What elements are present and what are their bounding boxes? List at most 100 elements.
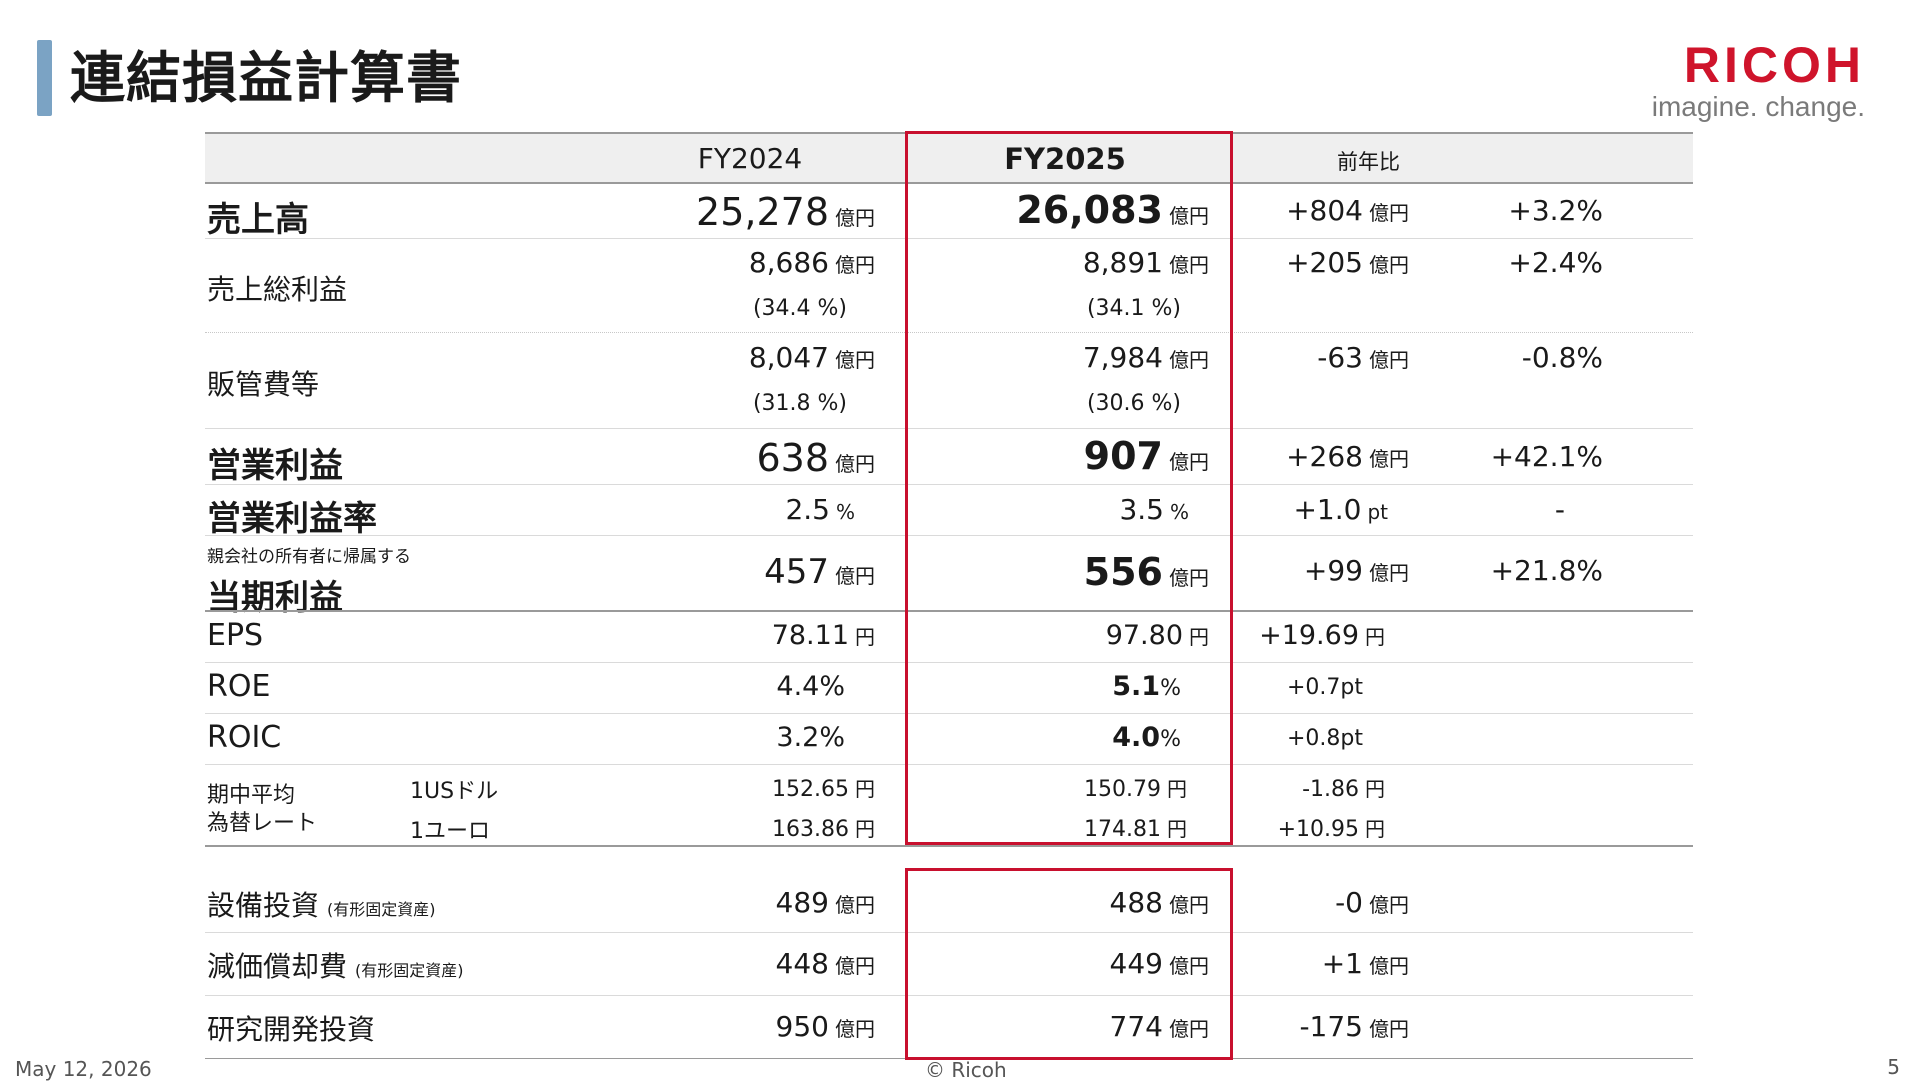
cell-value: 4.0% bbox=[1112, 722, 1181, 753]
row-label: 売上総利益 bbox=[207, 273, 348, 306]
income-statement-table: FY2024 FY2025 前年比 売上高 25,278 億円 26,083 億円 … bbox=[205, 0, 1693, 1080]
cell-value: +1 億円 bbox=[1321, 947, 1409, 980]
row-label: EPS bbox=[207, 618, 264, 653]
fx-eur-label: 1ユーロ bbox=[410, 819, 490, 844]
page-title: 連結損益計算書 bbox=[70, 46, 463, 110]
cell-value: 488 億円 bbox=[1109, 886, 1209, 919]
row-label: 営業利益率 bbox=[207, 499, 377, 539]
divider bbox=[205, 932, 1693, 933]
cell-pct: +2.4% bbox=[1508, 246, 1603, 279]
divider bbox=[205, 662, 1693, 663]
table-row: ROE 4.4% 5.1% +0.7pt bbox=[205, 663, 1693, 713]
cell-value: 152.65 円 bbox=[772, 777, 875, 802]
cell-value: 26,083 億円 bbox=[1016, 188, 1209, 232]
footer-date: May 12, 2026 bbox=[15, 1057, 152, 1081]
table-row: ROIC 3.2% 4.0% +0.8pt bbox=[205, 714, 1693, 764]
cell-value: 448 億円 bbox=[775, 947, 875, 980]
cell-value: +804 億円 bbox=[1286, 194, 1409, 227]
row-label: ROE bbox=[207, 669, 271, 704]
cell-value: +10.95 円 bbox=[1277, 817, 1385, 842]
cell-value: +19.69 円 bbox=[1259, 620, 1385, 651]
cell-ratio: (34.1 %) bbox=[1086, 296, 1181, 321]
row-label: 営業利益 bbox=[207, 446, 343, 486]
cell-value: 2.5% bbox=[785, 493, 855, 526]
table-row: 設備投資 (有形固定資産) 489 億円 488 億円 -0 億円 bbox=[205, 876, 1693, 932]
ricoh-logo: RICOH imagine. change. bbox=[1652, 40, 1865, 122]
cell-value: 150.79 円 bbox=[1084, 777, 1187, 802]
cell-value: 7,984 億円 bbox=[1082, 341, 1209, 374]
cell-value: 907 億円 bbox=[1083, 434, 1209, 478]
divider bbox=[205, 610, 1693, 612]
cell-value: 163.86 円 bbox=[772, 817, 875, 842]
cell-ratio: (30.6 %) bbox=[1086, 391, 1181, 416]
footer-copyright: © Ricoh bbox=[925, 1058, 1007, 1082]
cell-value: -175 億円 bbox=[1299, 1010, 1409, 1043]
page-number: 5 bbox=[1887, 1055, 1900, 1079]
header-fy2024: FY2024 bbox=[697, 142, 803, 175]
cell-value: 5.1% bbox=[1112, 671, 1181, 702]
table-row: 売上高 25,278 億円 26,083 億円 +804 億円 +3.2% bbox=[205, 184, 1693, 240]
divider bbox=[205, 764, 1693, 765]
table-row: 研究開発投資 950 億円 774 億円 -175 億円 bbox=[205, 996, 1693, 1058]
cell-value: 97.80 円 bbox=[1105, 620, 1209, 651]
cell-value: -63 億円 bbox=[1317, 341, 1409, 374]
cell-value: +205 億円 bbox=[1286, 246, 1409, 279]
cell-pct: +21.8% bbox=[1490, 554, 1603, 587]
cell-value: 8,047 億円 bbox=[748, 341, 875, 374]
row-sublabel: 親会社の所有者に帰属する bbox=[207, 547, 411, 567]
cell-value: 3.2% bbox=[776, 722, 845, 753]
cell-ratio: (31.8 %) bbox=[752, 391, 847, 416]
row-label: 設備投資 (有形固定資産) bbox=[207, 889, 436, 922]
cell-pct: +42.1% bbox=[1490, 440, 1603, 473]
cell-value: 78.11 円 bbox=[771, 620, 875, 651]
row-label: 研究開発投資 bbox=[207, 1013, 376, 1046]
cell-value: 8,891 億円 bbox=[1082, 246, 1209, 279]
fy2025-highlight-box bbox=[905, 131, 1233, 845]
table-row: 営業利益率 2.5% 3.5% +1.0 pt - bbox=[205, 485, 1693, 539]
row-label: 為替レート bbox=[207, 811, 318, 836]
cell-value: +0.7pt bbox=[1286, 675, 1363, 700]
divider bbox=[205, 995, 1693, 996]
cell-value: 8,686 億円 bbox=[748, 246, 875, 279]
cell-ratio: (34.4 %) bbox=[752, 296, 847, 321]
fy2025-highlight-box-lower bbox=[905, 868, 1233, 1060]
header-yoy: 前年比 bbox=[1337, 150, 1400, 174]
divider bbox=[205, 332, 1693, 333]
cell-value: +268 億円 bbox=[1286, 440, 1409, 473]
divider bbox=[205, 484, 1693, 485]
table-row: 売上総利益 8,686 億円 (34.4 %) 8,891 億円 (34.1 %) … bbox=[205, 238, 1693, 332]
divider bbox=[205, 713, 1693, 714]
cell-value: 489 億円 bbox=[775, 886, 875, 919]
cell-value: -1.86 円 bbox=[1302, 777, 1385, 802]
logo-brand: RICOH bbox=[1683, 37, 1865, 93]
cell-value: 556 億円 bbox=[1083, 550, 1209, 594]
cell-value: 3.5% bbox=[1119, 493, 1189, 526]
divider bbox=[205, 182, 1693, 184]
logo-tagline: imagine. change. bbox=[1651, 91, 1865, 122]
row-label: 期中平均 bbox=[207, 783, 296, 808]
table-row: 営業利益 638 億円 907 億円 +268 億円 +42.1% bbox=[205, 430, 1693, 486]
table-row: 販管費等 8,047 億円 (31.8 %) 7,984 億円 (30.6 %) -… bbox=[205, 333, 1693, 427]
row-label: 販管費等 bbox=[207, 368, 320, 401]
cell-value: 774 億円 bbox=[1109, 1010, 1209, 1043]
cell-value: 638 億円 bbox=[756, 436, 875, 480]
divider bbox=[205, 238, 1693, 239]
cell-value: -0 億円 bbox=[1335, 886, 1409, 919]
cell-pct: -0.8% bbox=[1521, 341, 1603, 374]
title-accent-bar bbox=[37, 40, 52, 116]
cell-value: 4.4% bbox=[776, 671, 845, 702]
header-fy2025: FY2025 bbox=[1004, 142, 1126, 176]
cell-pct: - bbox=[1554, 493, 1565, 526]
table-row-fx: 期中平均 為替レート 1USドル 1ユーロ 152.65 円 163.86 円 15… bbox=[205, 765, 1693, 845]
divider bbox=[205, 535, 1693, 536]
table-row: EPS 78.11 円 97.80 円 +19.69 円 bbox=[205, 612, 1693, 662]
divider bbox=[205, 428, 1693, 429]
cell-value: +1.0 pt bbox=[1293, 493, 1388, 526]
row-label: 売上高 bbox=[207, 200, 309, 240]
row-label: ROIC bbox=[207, 720, 282, 755]
cell-value: 457 億円 bbox=[764, 552, 875, 592]
cell-value: 950 億円 bbox=[775, 1010, 875, 1043]
row-label: 減価償却費 (有形固定資産) bbox=[207, 950, 464, 983]
fx-usd-label: 1USドル bbox=[410, 779, 499, 804]
cell-pct: +3.2% bbox=[1508, 194, 1603, 227]
